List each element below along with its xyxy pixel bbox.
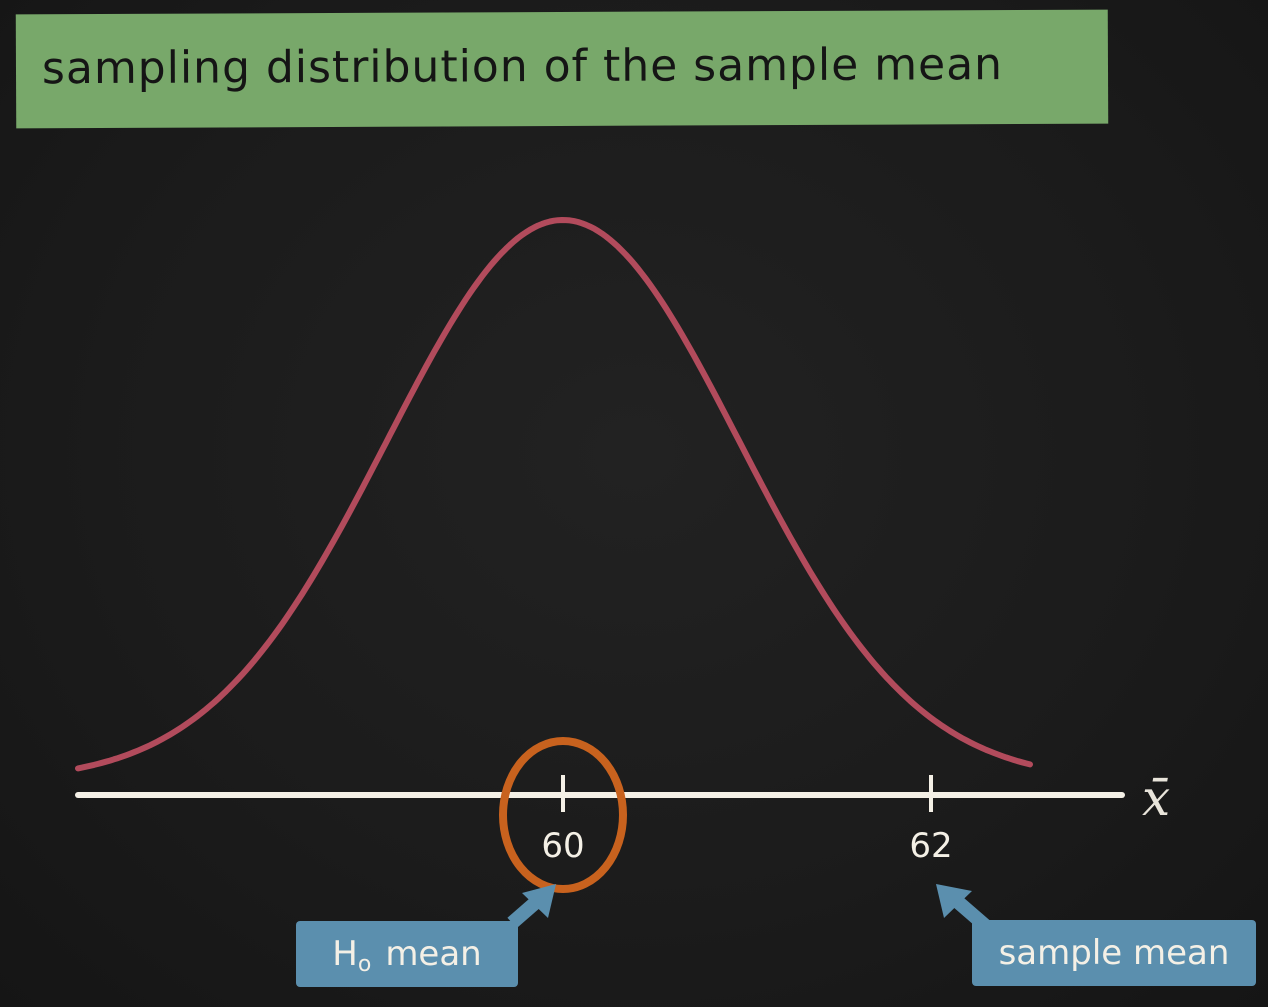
distribution-curve bbox=[75, 217, 1033, 772]
tick-label-60: 60 bbox=[541, 826, 584, 866]
h0-label-sub: o bbox=[357, 951, 372, 977]
sample-mean-label: sample mean bbox=[998, 933, 1230, 973]
h0-label-rest: mean bbox=[385, 934, 482, 974]
x-axis-label: x̄ bbox=[1142, 769, 1170, 827]
h0-arrow bbox=[507, 884, 556, 929]
x-axis-ticks: 60 62 bbox=[541, 775, 953, 866]
tick-label-62: 62 bbox=[909, 826, 952, 866]
h0-label-main: H bbox=[332, 934, 358, 974]
highlight-circle bbox=[499, 737, 627, 893]
sample-mean-callout: sample mean bbox=[972, 920, 1256, 986]
